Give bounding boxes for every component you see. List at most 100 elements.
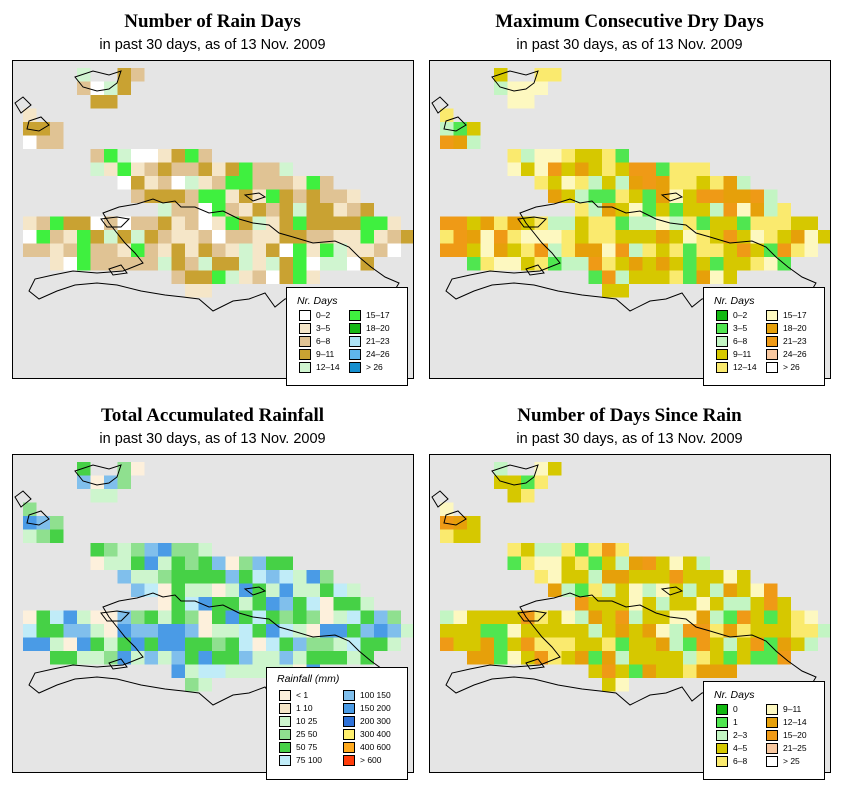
grid-cell [131, 189, 145, 203]
coastline-path [491, 70, 539, 92]
grid-cell [602, 583, 616, 597]
grid-cell [212, 230, 226, 244]
grid-cell [252, 610, 266, 624]
grid-cell [306, 583, 320, 597]
grid-cell [23, 637, 37, 651]
grid-cell [50, 516, 64, 530]
grid-cell [374, 230, 388, 244]
panel-subtitle: in past 30 days, as of 13 Nov. 2009 [516, 37, 743, 53]
legend-label: > 25 [783, 756, 800, 766]
grid-cell [764, 216, 778, 230]
grid-cell [117, 230, 131, 244]
grid-cell [144, 624, 158, 638]
coastline-path [517, 610, 548, 622]
grid-cell [534, 570, 548, 584]
grid-cell [306, 203, 320, 217]
grid-cell [266, 637, 280, 651]
grid-cell [602, 610, 616, 624]
grid-cell [333, 651, 347, 665]
grid-cell [561, 651, 575, 665]
coastline-path [517, 216, 548, 228]
grid-cell [266, 176, 280, 190]
grid-cell [507, 624, 521, 638]
grid-cell [266, 270, 280, 284]
grid-cell [225, 162, 239, 176]
grid-cell [104, 230, 118, 244]
grid-cell [467, 122, 481, 136]
grid-cell [347, 230, 361, 244]
grid-cell [185, 583, 199, 597]
grid-cell [171, 162, 185, 176]
legend-swatch [716, 743, 728, 754]
grid-cell [629, 257, 643, 271]
grid-cell [306, 230, 320, 244]
grid-cell [144, 243, 158, 257]
grid-cell [480, 651, 494, 665]
grid-cell [561, 243, 575, 257]
grid-cell [347, 257, 361, 271]
grid-cell [104, 149, 118, 163]
grid-cell [453, 610, 467, 624]
map-frame [12, 454, 414, 773]
legend-label: 18–20 [783, 323, 807, 333]
grid-cells [23, 68, 413, 298]
legend-swatch [716, 704, 728, 715]
legend-swatch [349, 336, 361, 347]
grid-cell [521, 149, 535, 163]
legend-swatch [349, 323, 361, 334]
grid-cell [615, 624, 629, 638]
grid-cell [453, 243, 467, 257]
grid-cell [750, 583, 764, 597]
grid-cell [750, 624, 764, 638]
grid-cell [212, 189, 226, 203]
grid-cell [252, 230, 266, 244]
grid-cell [212, 243, 226, 257]
grid-cell [77, 610, 91, 624]
grid-cell [171, 637, 185, 651]
grid-cell [777, 243, 791, 257]
grid-cell [158, 610, 172, 624]
legend-label: 1 10 [296, 703, 313, 713]
legend-swatch [279, 716, 291, 727]
grid-cell [494, 610, 508, 624]
legend-label: 100 150 [360, 690, 391, 700]
grid-cell [144, 556, 158, 570]
grid-cell [185, 570, 199, 584]
grid-cell [575, 257, 589, 271]
grid-cell [588, 610, 602, 624]
grid-cell [279, 624, 293, 638]
grid-cell [669, 176, 683, 190]
grid-cell [117, 637, 131, 651]
grid-cell [791, 216, 805, 230]
grid-cell [561, 176, 575, 190]
grid-cell [293, 610, 307, 624]
grid-cell [777, 216, 791, 230]
grid-cell [50, 610, 64, 624]
grid-cell [77, 462, 91, 476]
grid-cell [306, 651, 320, 665]
grid-cell [534, 81, 548, 95]
grid-cell [534, 556, 548, 570]
grid-cell [158, 243, 172, 257]
grid-cell [347, 583, 361, 597]
grid-cell [279, 216, 293, 230]
grid-cell [440, 135, 454, 149]
grid-cell [279, 556, 293, 570]
grid-cell [615, 243, 629, 257]
grid-cell [212, 556, 226, 570]
grid-cell [723, 257, 737, 271]
grid-cell [387, 216, 401, 230]
grid-cell [588, 243, 602, 257]
grid-cell [696, 610, 710, 624]
grid-cell [521, 230, 535, 244]
grid-cell [696, 570, 710, 584]
grid-cell [575, 637, 589, 651]
grid-cell [279, 257, 293, 271]
grid-cell [333, 597, 347, 611]
grid-cell [669, 216, 683, 230]
legend-swatch [766, 756, 778, 767]
legend-label: 12–14 [316, 362, 340, 372]
grid-cell [185, 270, 199, 284]
grid-cell [239, 203, 253, 217]
grid-cell [131, 162, 145, 176]
